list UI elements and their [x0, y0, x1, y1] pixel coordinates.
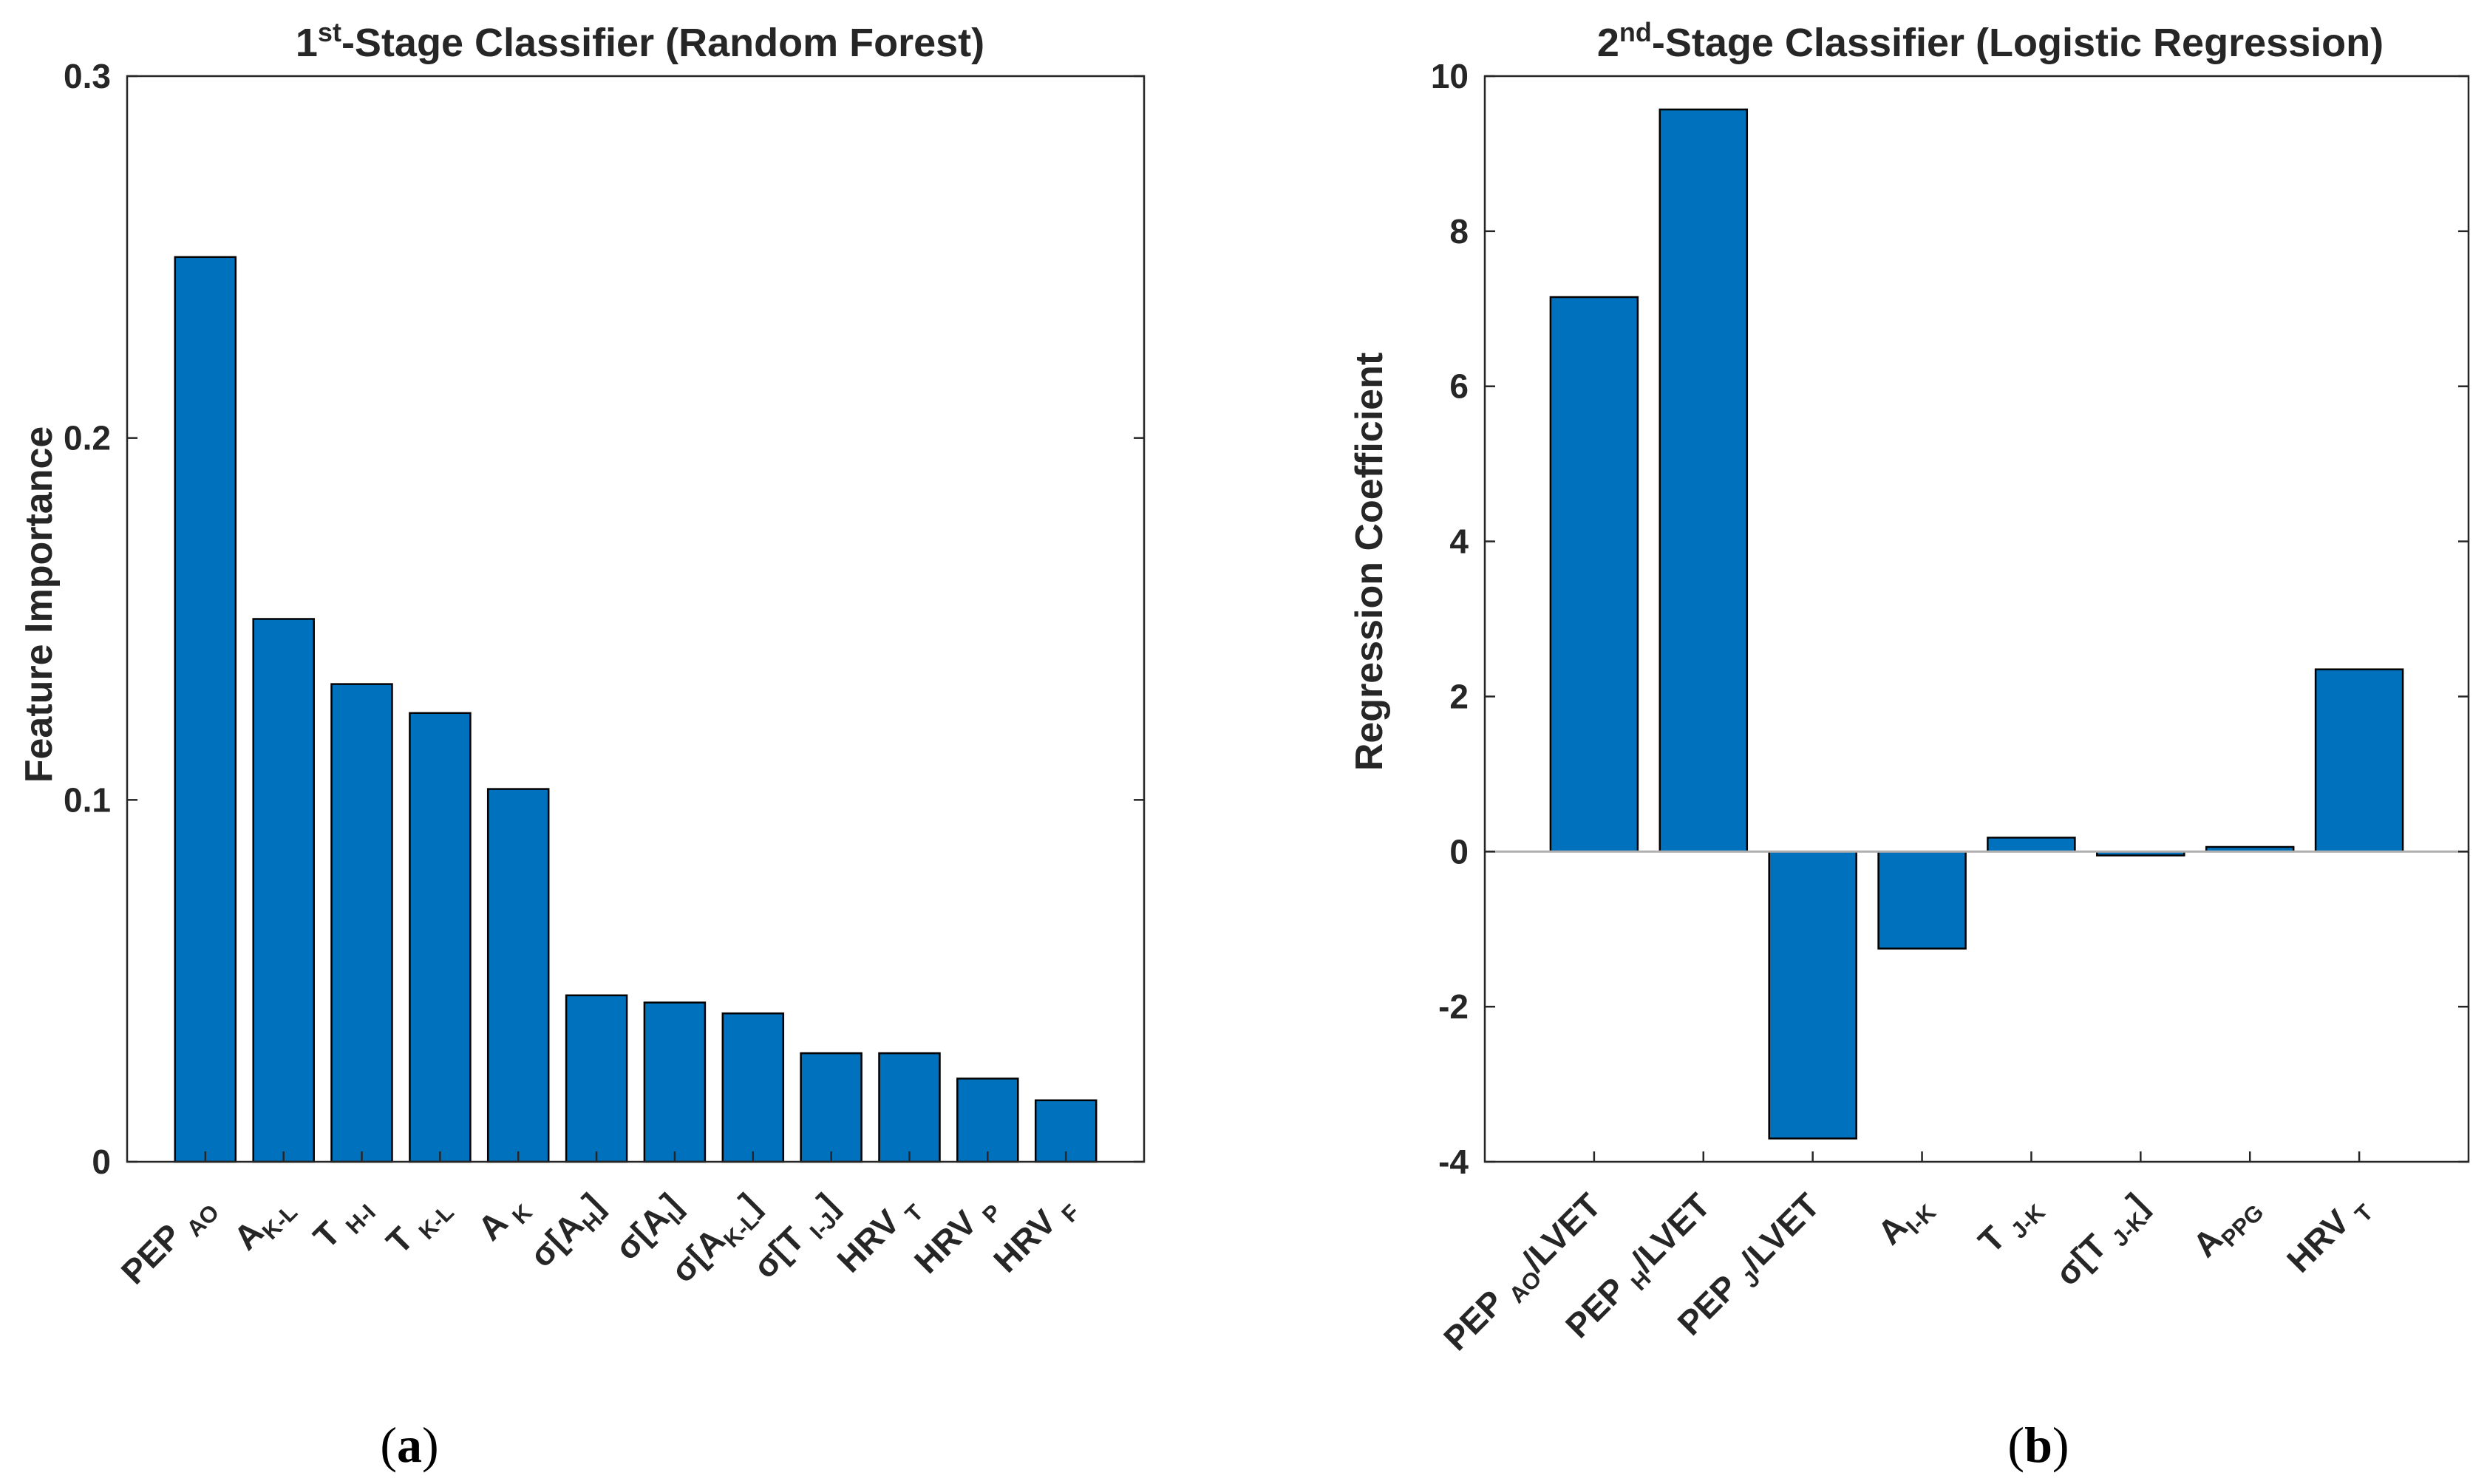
- a-ytick-label: 0: [92, 1143, 111, 1181]
- b-ytick-label: 6: [1449, 367, 1469, 406]
- a-ytick-label: 0.3: [64, 57, 111, 95]
- a-bar-7: [643, 1001, 707, 1163]
- panel-a-y-tick-labels: 0 0.1 0.2 0.3: [64, 57, 111, 1181]
- b-ytick-label: 8: [1449, 212, 1469, 251]
- panel-a-caption: (a): [380, 1417, 438, 1473]
- panel-b-title: 2nd-Stage Classifier (Logistic Regressio…: [1597, 17, 2384, 65]
- panel-b-y-axis-label: Regression Coefficient: [1348, 353, 1391, 771]
- b-bar-4: [1877, 851, 1967, 950]
- a-ytick-label: 0.2: [64, 419, 111, 457]
- b-ytick-label: 10: [1431, 57, 1469, 95]
- a-bar-5: [486, 788, 550, 1163]
- b-axes-box: [1483, 75, 2470, 1163]
- b-bar-8: [2314, 668, 2404, 853]
- panel-b-y-tick-labels: -4 -2 0 2 4 6 8 10: [1431, 57, 1469, 1181]
- a-bar-9: [800, 1052, 863, 1163]
- a-ytick-label: 0.1: [64, 780, 111, 819]
- b-bar-2: [1658, 108, 1749, 853]
- b-bar-3: [1768, 851, 1857, 1140]
- a-bar-2: [252, 618, 315, 1163]
- a-bar-6: [565, 994, 628, 1163]
- panel-b-bars: [1549, 108, 2404, 1140]
- panel-a-bars: [174, 256, 1098, 1163]
- b-bar-1: [1549, 296, 1639, 853]
- panel-a-title: 1st-Stage Classifier (Random Forest): [296, 17, 984, 65]
- a-bar-4: [409, 712, 472, 1163]
- b-ytick-label: 2: [1449, 677, 1469, 715]
- panel-b-axes: [1483, 75, 2470, 1163]
- b-ytick-label: 0: [1449, 832, 1469, 871]
- a-axes-box: [126, 75, 1146, 1163]
- panel-a-y-axis-label: Feature Importance: [18, 426, 61, 783]
- b-ytick-label: -2: [1438, 987, 1469, 1026]
- b-bar-5: [1987, 837, 2076, 853]
- panel-a-axes: [126, 75, 1146, 1163]
- panel-b-caption: (b): [2007, 1417, 2069, 1473]
- a-bar-8: [721, 1012, 785, 1163]
- a-bar-3: [330, 683, 393, 1163]
- a-bar-1: [174, 256, 237, 1163]
- b-ytick-label: -4: [1438, 1143, 1469, 1181]
- b-ytick-label: 4: [1449, 523, 1469, 561]
- a-bar-11: [956, 1078, 1019, 1163]
- a-bar-10: [878, 1052, 941, 1163]
